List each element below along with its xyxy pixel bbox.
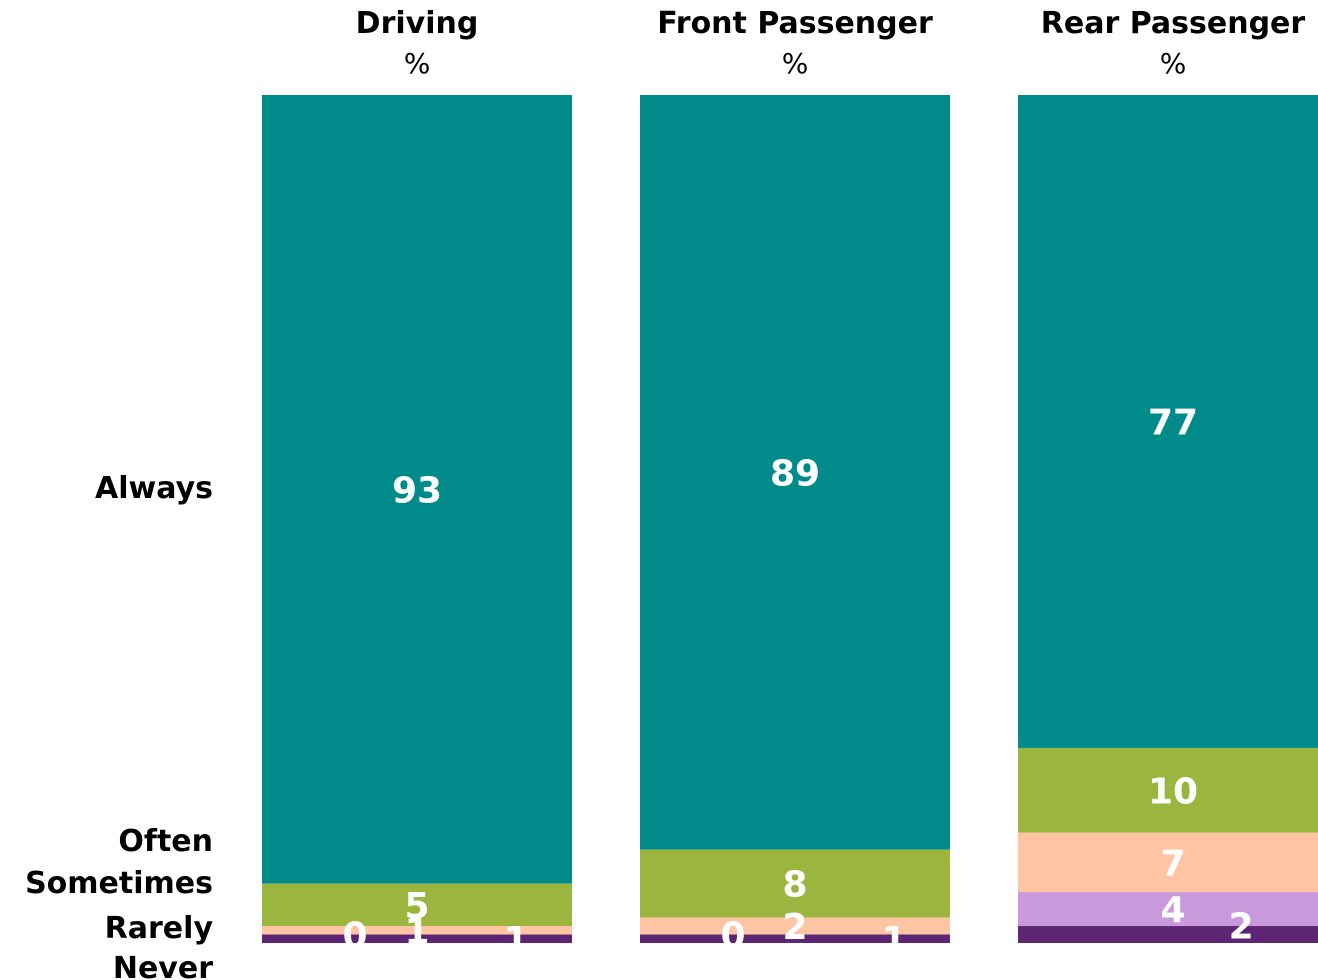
column-title: Driving <box>356 6 479 41</box>
category-label-never: Never <box>113 951 213 980</box>
bar-segment-always <box>640 95 950 850</box>
column-title: Front Passenger <box>657 6 933 41</box>
data-label-often: 8 <box>782 865 807 906</box>
data-label-always: 89 <box>770 453 820 494</box>
data-label-sometimes: 2 <box>782 907 807 948</box>
bar-segment-never <box>262 934 572 943</box>
data-label-rarely: 4 <box>1160 890 1185 931</box>
data-label-never: 1 <box>882 920 907 961</box>
category-label-sometimes: Sometimes <box>25 866 213 901</box>
data-label-often: 10 <box>1148 771 1198 812</box>
category-label-often: Often <box>118 824 213 859</box>
data-label-always: 93 <box>392 470 442 511</box>
bar-segment-often <box>1018 747 1318 833</box>
column-title: Rear Passenger <box>1041 6 1306 41</box>
column-unit: % <box>782 47 809 80</box>
bar-stacks <box>262 95 1318 943</box>
column-unit: % <box>1160 47 1187 80</box>
bar-segment-sometimes <box>262 926 572 935</box>
category-label-rarely: Rarely <box>105 911 214 946</box>
bar-segment-often <box>640 849 950 918</box>
data-label-never: 1 <box>504 920 529 961</box>
bar-segment-rarely <box>1018 892 1318 927</box>
data-label-often: 5 <box>404 886 429 927</box>
bar-segment-sometimes <box>640 917 950 935</box>
bar-segment-sometimes <box>1018 832 1318 893</box>
bar-segment-always <box>262 95 572 884</box>
data-label-sometimes: 1 <box>404 911 429 952</box>
category-label-always: Always <box>95 471 213 506</box>
column-titles: Driving% Front Passenger% Rear Passenger% <box>356 6 1306 80</box>
bar-segment-never <box>1018 926 1318 943</box>
data-label-never: 2 <box>1229 907 1254 948</box>
bar-segment-never <box>640 934 950 943</box>
category-labels: Always Often Sometimes Rarely Never <box>25 471 213 980</box>
data-label-always: 77 <box>1148 402 1198 443</box>
bar-segment-always <box>1018 95 1318 748</box>
data-label-rarely: 0 <box>720 916 745 957</box>
column-unit: % <box>404 47 431 80</box>
bar-segment-often <box>262 883 572 927</box>
data-label-sometimes: 7 <box>1160 843 1185 884</box>
data-label-rarely: 0 <box>342 916 367 957</box>
